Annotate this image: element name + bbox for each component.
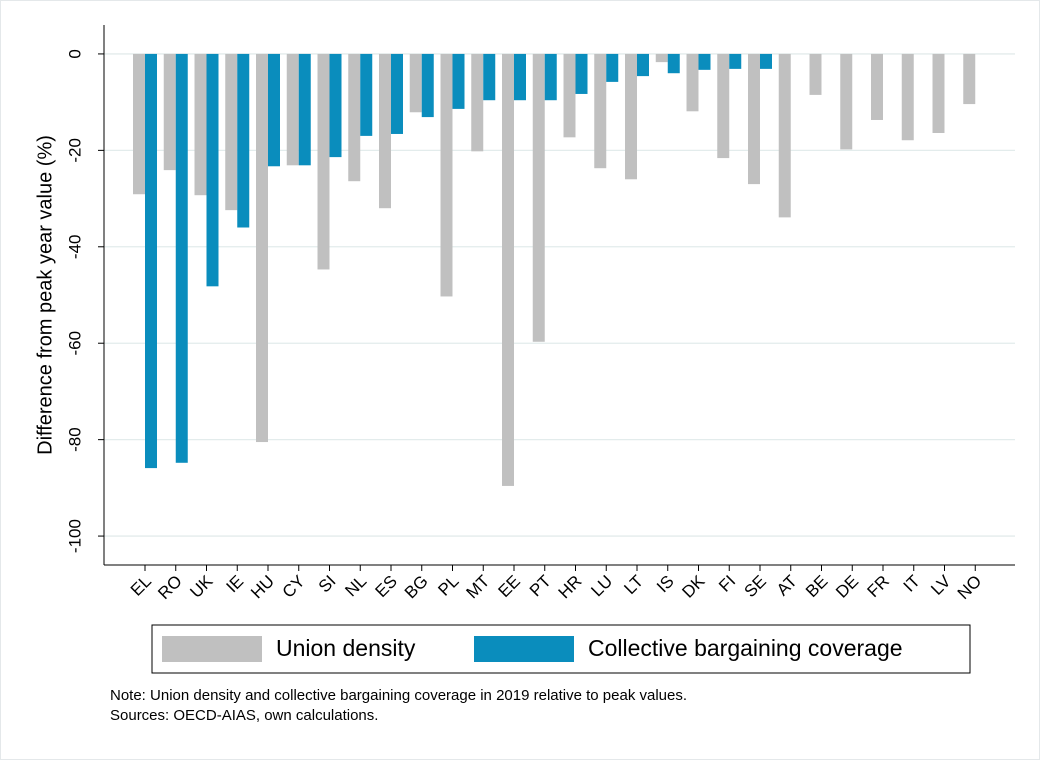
y-tick-label: -80 (65, 427, 84, 452)
bar (440, 53, 453, 297)
bar (655, 53, 668, 63)
bar (483, 53, 496, 101)
bar (286, 53, 299, 166)
y-tick-label: 0 (65, 49, 84, 58)
bar (760, 53, 772, 69)
bar (360, 53, 373, 136)
bar (133, 53, 145, 195)
legend-label: Union density (276, 635, 416, 661)
note: Note: Union density and collective barga… (110, 687, 687, 704)
bar (175, 53, 188, 463)
bar (963, 53, 976, 105)
bar (268, 53, 280, 167)
legend-swatch (474, 636, 574, 662)
bar (698, 53, 711, 70)
bar (778, 53, 791, 218)
bar (840, 53, 853, 150)
y-tick-label: -20 (65, 138, 84, 163)
bar (379, 53, 391, 209)
y-tick-label: -100 (65, 519, 84, 553)
bar (237, 53, 250, 228)
bar (256, 53, 268, 443)
bar (901, 53, 914, 141)
bar (514, 53, 526, 101)
bar (625, 53, 637, 180)
bar (575, 53, 588, 94)
bar (194, 53, 207, 196)
bar (409, 53, 422, 113)
legend-swatch (162, 636, 262, 662)
bar (421, 53, 434, 118)
note: Sources: OECD-AIAS, own calculations. (110, 707, 378, 724)
bar (532, 53, 545, 342)
bar (145, 53, 157, 469)
bar (452, 53, 465, 109)
bar (932, 53, 945, 133)
bar (871, 53, 883, 120)
bar (348, 53, 361, 182)
bar (748, 53, 760, 185)
bar (163, 53, 176, 171)
bar (717, 53, 730, 159)
legend-label: Collective bargaining coverage (588, 635, 903, 661)
bar (225, 53, 238, 211)
bar (809, 53, 822, 95)
bar (471, 53, 484, 152)
bar (729, 53, 742, 69)
y-tick-label: -40 (65, 234, 84, 259)
bar (606, 53, 619, 82)
bar (686, 53, 699, 112)
bar (667, 53, 680, 74)
bar (206, 53, 219, 287)
bar (502, 53, 514, 486)
bar (544, 53, 557, 101)
bar (391, 53, 403, 134)
y-axis-label: Difference from peak year value (%) (34, 135, 56, 455)
bar (298, 53, 311, 166)
y-tick-label: -60 (65, 331, 84, 356)
bar (637, 53, 649, 77)
bar (329, 53, 342, 158)
bar (563, 53, 576, 138)
bar (594, 53, 607, 169)
bar (317, 53, 330, 270)
